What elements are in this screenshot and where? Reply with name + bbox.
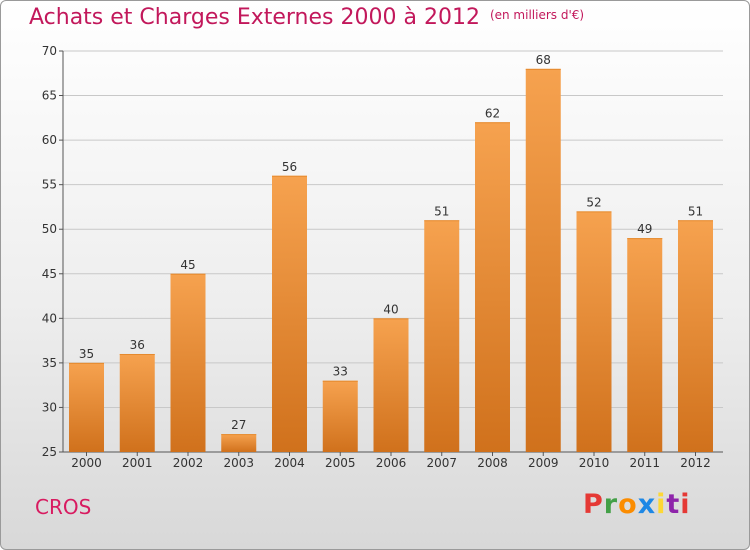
chart-subtitle: (en milliers d'€) (489, 8, 585, 22)
data-label: 33 (333, 365, 348, 379)
x-tick-label: 2009 (528, 456, 559, 470)
y-tick-label: 30 (42, 400, 57, 414)
data-label: 45 (180, 258, 195, 272)
y-tick-label: 70 (42, 44, 57, 58)
logo-letter: o (618, 489, 638, 520)
bar-2009 (525, 68, 561, 453)
x-tick-label: 2012 (680, 456, 711, 470)
y-tick-label: 25 (42, 445, 57, 459)
logo-letter: i (680, 489, 691, 520)
proxiti-logo[interactable]: Proxiti (583, 489, 691, 520)
bars (69, 68, 713, 453)
data-label: 68 (536, 53, 551, 67)
x-tick-label: 2010 (579, 456, 610, 470)
bar-2008 (475, 122, 510, 453)
y-tick-label: 55 (42, 178, 57, 192)
data-label: 35 (79, 347, 94, 361)
x-tick-label: 2000 (71, 456, 102, 470)
data-label: 52 (586, 195, 601, 209)
data-labels: 35 36 45 27 56 33 40 51 62 68 52 49 51 (79, 53, 703, 432)
x-tick-label: 2003 (223, 456, 254, 470)
x-tick-label: 2008 (477, 456, 508, 470)
y-tick-label: 65 (42, 89, 57, 103)
bar-2007 (424, 220, 460, 452)
data-label: 62 (485, 106, 500, 120)
x-tick-label: 2006 (376, 456, 407, 470)
bar-2012 (678, 220, 713, 452)
data-label: 40 (383, 302, 398, 316)
bar-2004 (272, 175, 307, 452)
bar-2006 (373, 318, 409, 452)
bar-2002 (170, 273, 206, 452)
y-tick-label: 60 (42, 133, 57, 147)
x-tick-label: 2002 (173, 456, 204, 470)
x-tick-label: 2004 (274, 456, 305, 470)
commune-name: CROS (35, 495, 92, 519)
bar-2005 (322, 380, 358, 452)
bar-2011 (627, 238, 663, 452)
data-label: 36 (130, 338, 145, 352)
logo-letter: x (637, 489, 657, 520)
logo-letter: r (603, 489, 619, 520)
data-label: 27 (231, 418, 246, 432)
data-label: 56 (282, 160, 297, 174)
y-tick-label: 45 (42, 267, 57, 281)
bar-2001 (119, 353, 155, 452)
x-tick-label: 2001 (122, 456, 153, 470)
y-tick-label: 40 (42, 311, 57, 325)
data-label: 49 (637, 222, 652, 236)
bar-2010 (576, 211, 612, 452)
chart-title: Achats et Charges Externes 2000 à 2012 (e… (29, 5, 584, 30)
chart-title-text: Achats et Charges Externes 2000 à 2012 (29, 5, 480, 30)
x-tick-label: 2011 (629, 456, 660, 470)
bar-2003 (221, 434, 257, 452)
x-tick-label: 2005 (325, 456, 356, 470)
logo-letter: t (666, 489, 681, 520)
y-tick-label: 35 (42, 356, 57, 370)
logo-letter: P (583, 489, 604, 520)
bar-2000 (69, 362, 104, 452)
data-label: 51 (688, 204, 703, 218)
tick-labels: 25 30 35 40 45 50 55 60 65 70 2000 2001 2002 2003 2004… (42, 44, 711, 470)
x-tick-label: 2007 (426, 456, 457, 470)
data-label: 51 (434, 204, 449, 218)
logo-letter: i (656, 489, 667, 520)
y-tick-label: 50 (42, 222, 57, 236)
